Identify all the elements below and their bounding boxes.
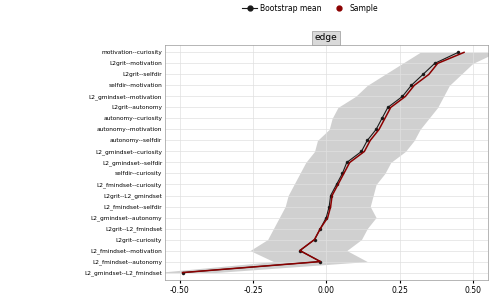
- Title: edge: edge: [315, 34, 338, 43]
- Legend: Bootstrap mean, Sample: Bootstrap mean, Sample: [242, 4, 378, 13]
